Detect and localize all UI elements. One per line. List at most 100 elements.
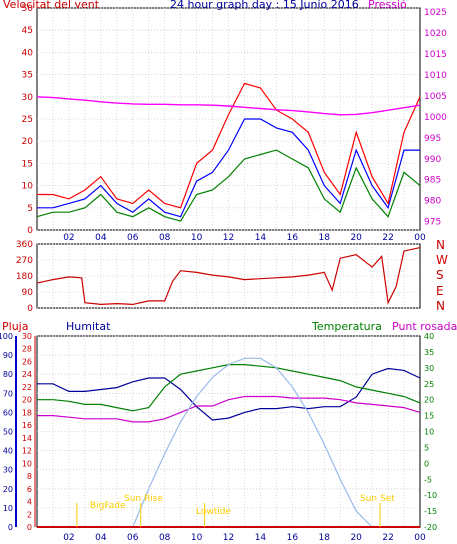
wind-x-tick-label: 08 <box>159 233 171 243</box>
climate-x-tick-label: 16 <box>287 533 299 543</box>
rain-y-tick-label: 10 <box>22 459 32 468</box>
humidity-y-tick-label: 80 <box>3 370 13 379</box>
wind-average-line <box>37 118 420 218</box>
temperature-y-tick-label: -20 <box>424 523 437 532</box>
rain-y-tick-label: 8 <box>27 472 32 481</box>
temperature-y-tick-label: 25 <box>424 380 434 389</box>
wind-x-tick-label: 16 <box>287 233 299 243</box>
rain-y-tick-label: 22 <box>22 383 32 392</box>
rain-y-tick-label: 18 <box>22 408 32 417</box>
rain-y-tick-label: 14 <box>22 434 32 443</box>
temperature-y-tick-label: 15 <box>424 412 434 421</box>
temperature-y-tick-label: -15 <box>424 507 437 516</box>
climate-x-tick-label: 00 <box>414 533 426 543</box>
wind-x-tick-label: 18 <box>319 233 331 243</box>
pressure-label: Pressió <box>368 0 407 11</box>
humidity-y-tick-label: 50 <box>3 428 13 437</box>
temperature-y-tick-label: -10 <box>424 491 437 500</box>
rain-y-tick-label: 12 <box>22 447 32 456</box>
wind-x-tick-label: 06 <box>127 233 139 243</box>
humidity-y-tick-label: 40 <box>3 447 13 456</box>
pressure-line <box>36 96 421 116</box>
pressure-y-tick-label: 985 <box>424 176 441 186</box>
wind-y-tick-label: 20 <box>22 137 34 147</box>
wind-y-tick-label: 25 <box>22 115 33 125</box>
rain-y-tick-label: 16 <box>22 421 32 430</box>
direction-y-tick-label: 0 <box>27 304 33 314</box>
wind-x-tick-label: 10 <box>191 233 203 243</box>
humidity-y-tick-label: 100 <box>0 332 13 341</box>
chart-title: 24 hour graph day : 15 Junio 2016 <box>170 0 359 11</box>
sunrise-annotation: Sun Rise <box>124 494 163 504</box>
pressure-y-tick-label: 1025 <box>424 8 447 18</box>
rain-y-tick-label: 20 <box>22 396 32 405</box>
direction-letter-w: W <box>436 253 448 267</box>
wind-x-tick-label: 12 <box>223 233 234 243</box>
direction-letter-n-bottom: N <box>436 299 445 313</box>
temperature-y-tick-label: 0 <box>424 459 429 468</box>
humidity-y-tick-label: 60 <box>3 408 13 417</box>
wind-y-tick-label: 35 <box>22 71 33 81</box>
climate-x-tick-label: 20 <box>350 533 362 543</box>
lowtide-annotation: Lowtide <box>196 507 232 517</box>
wind-y-tick-label: 5 <box>27 204 33 214</box>
rain-y-tick-label: 4 <box>27 498 32 507</box>
pressure-y-tick-label: 1010 <box>424 71 447 81</box>
temperature-y-tick-label: -5 <box>424 475 432 484</box>
rain-label: Pluja <box>2 320 29 333</box>
direction-letter-s: S <box>436 268 444 282</box>
wind-y-tick-label: 10 <box>22 182 34 192</box>
climate-x-tick-label: 06 <box>127 533 139 543</box>
rain-y-tick-label: 6 <box>27 485 32 494</box>
pressure-y-tick-label: 975 <box>424 218 441 228</box>
rain-y-tick-label: 30 <box>22 332 32 341</box>
humidity-label: Humitat <box>66 320 111 333</box>
wind-y-tick-label: 45 <box>22 26 33 36</box>
wind-y-tick-label: 50 <box>22 4 34 14</box>
rain-y-tick-label: 2 <box>27 510 32 519</box>
humidity-y-tick-label: 0 <box>8 523 13 532</box>
climate-x-tick-label: 12 <box>223 533 234 543</box>
direction-y-tick-label: 360 <box>16 240 33 250</box>
direction-letter-e: E <box>436 284 444 298</box>
temperature-y-tick-label: 40 <box>424 332 434 341</box>
temperature-y-tick-label: 30 <box>424 364 434 373</box>
climate-x-tick-label: 04 <box>95 533 107 543</box>
pressure-y-tick-label: 995 <box>424 134 441 144</box>
solar-curve <box>132 357 373 528</box>
sunset-annotation: Sun Set <box>360 494 395 504</box>
dewpoint-label: Punt rosada <box>392 320 457 333</box>
rain-y-tick-label: 26 <box>22 357 32 366</box>
wind-speed-line <box>37 82 421 209</box>
pressure-y-tick-label: 1020 <box>424 29 447 39</box>
pressure-y-tick-label: 1015 <box>424 50 447 60</box>
temperature-y-tick-label: 20 <box>424 396 434 405</box>
direction-y-tick-label: 180 <box>16 272 33 282</box>
climate-x-tick-label: 18 <box>319 533 331 543</box>
wind-x-tick-label: 02 <box>63 233 74 243</box>
rain-y-tick-label: 28 <box>22 345 32 354</box>
humidity-line <box>37 367 421 421</box>
humidity-y-tick-label: 30 <box>3 466 13 475</box>
climate-x-tick-label: 22 <box>382 533 393 543</box>
pressure-y-tick-label: 1005 <box>424 92 447 102</box>
pressure-y-tick-label: 990 <box>424 155 441 165</box>
bigfade-annotation: BigFade <box>90 501 126 511</box>
wind-y-tick-label: 15 <box>22 159 33 169</box>
rain-y-tick-label: 24 <box>22 370 32 379</box>
temperature-y-tick-label: 5 <box>424 443 429 452</box>
wind-speed-label: Velocitat del vent <box>3 0 100 11</box>
wind-x-tick-label: 22 <box>382 233 393 243</box>
wind-x-tick-label: 04 <box>95 233 107 243</box>
direction-y-tick-label: 270 <box>16 256 33 266</box>
pressure-y-tick-label: 980 <box>424 197 441 207</box>
temperature-label: Temperatura <box>312 320 382 333</box>
dewpoint-line <box>37 395 421 423</box>
humidity-y-tick-label: 70 <box>3 389 13 398</box>
wind-x-tick-label: 00 <box>414 233 426 243</box>
wind-y-tick-label: 0 <box>27 226 33 236</box>
climate-x-tick-label: 08 <box>159 533 171 543</box>
humidity-y-tick-label: 20 <box>3 485 13 494</box>
wind-y-tick-label: 40 <box>22 48 34 58</box>
